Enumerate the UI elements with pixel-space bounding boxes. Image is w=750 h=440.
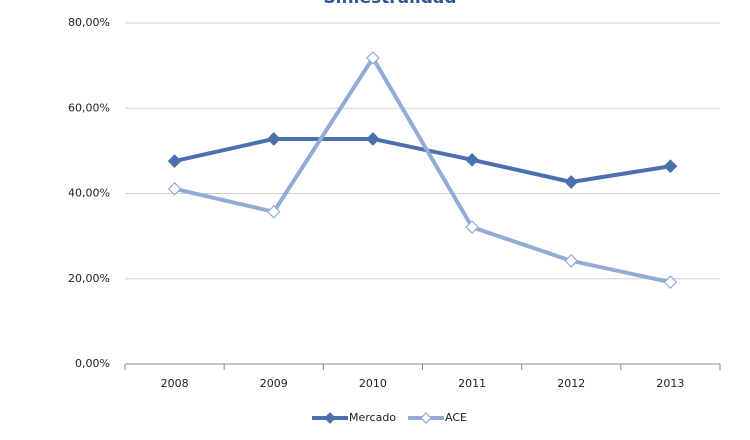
point-marker <box>564 253 579 268</box>
series-line <box>174 55 671 285</box>
y-tick-label: 20,00% <box>68 272 110 285</box>
point-marker <box>366 51 380 65</box>
point-marker <box>266 132 281 146</box>
x-tick-label: 2012 <box>557 377 585 390</box>
x-tick-label: 2013 <box>656 377 684 390</box>
point-marker <box>663 275 678 290</box>
point-marker <box>167 181 182 196</box>
chart-title: Siniestralidad <box>323 0 456 8</box>
point-marker <box>465 220 479 235</box>
y-tick-label: 0,00% <box>75 357 110 370</box>
legend-marker <box>420 412 432 424</box>
legend-marker <box>324 412 336 424</box>
y-tick-label: 80,00% <box>68 16 110 29</box>
point-marker <box>663 159 678 174</box>
point-marker <box>366 132 380 146</box>
legend-label: ACE <box>445 411 467 424</box>
point-marker <box>167 154 182 168</box>
x-tick-label: 2010 <box>359 377 387 390</box>
x-tick-label: 2011 <box>458 377 486 390</box>
point-marker <box>266 204 281 219</box>
y-tick-label: 60,00% <box>68 101 110 114</box>
y-tick-label: 40,00% <box>68 187 110 200</box>
point-marker <box>465 152 479 167</box>
x-tick-label: 2009 <box>260 377 288 390</box>
point-marker <box>564 175 579 189</box>
series-line <box>174 136 671 184</box>
x-tick-label: 2008 <box>161 377 189 390</box>
legend-label: Mercado <box>349 411 396 424</box>
